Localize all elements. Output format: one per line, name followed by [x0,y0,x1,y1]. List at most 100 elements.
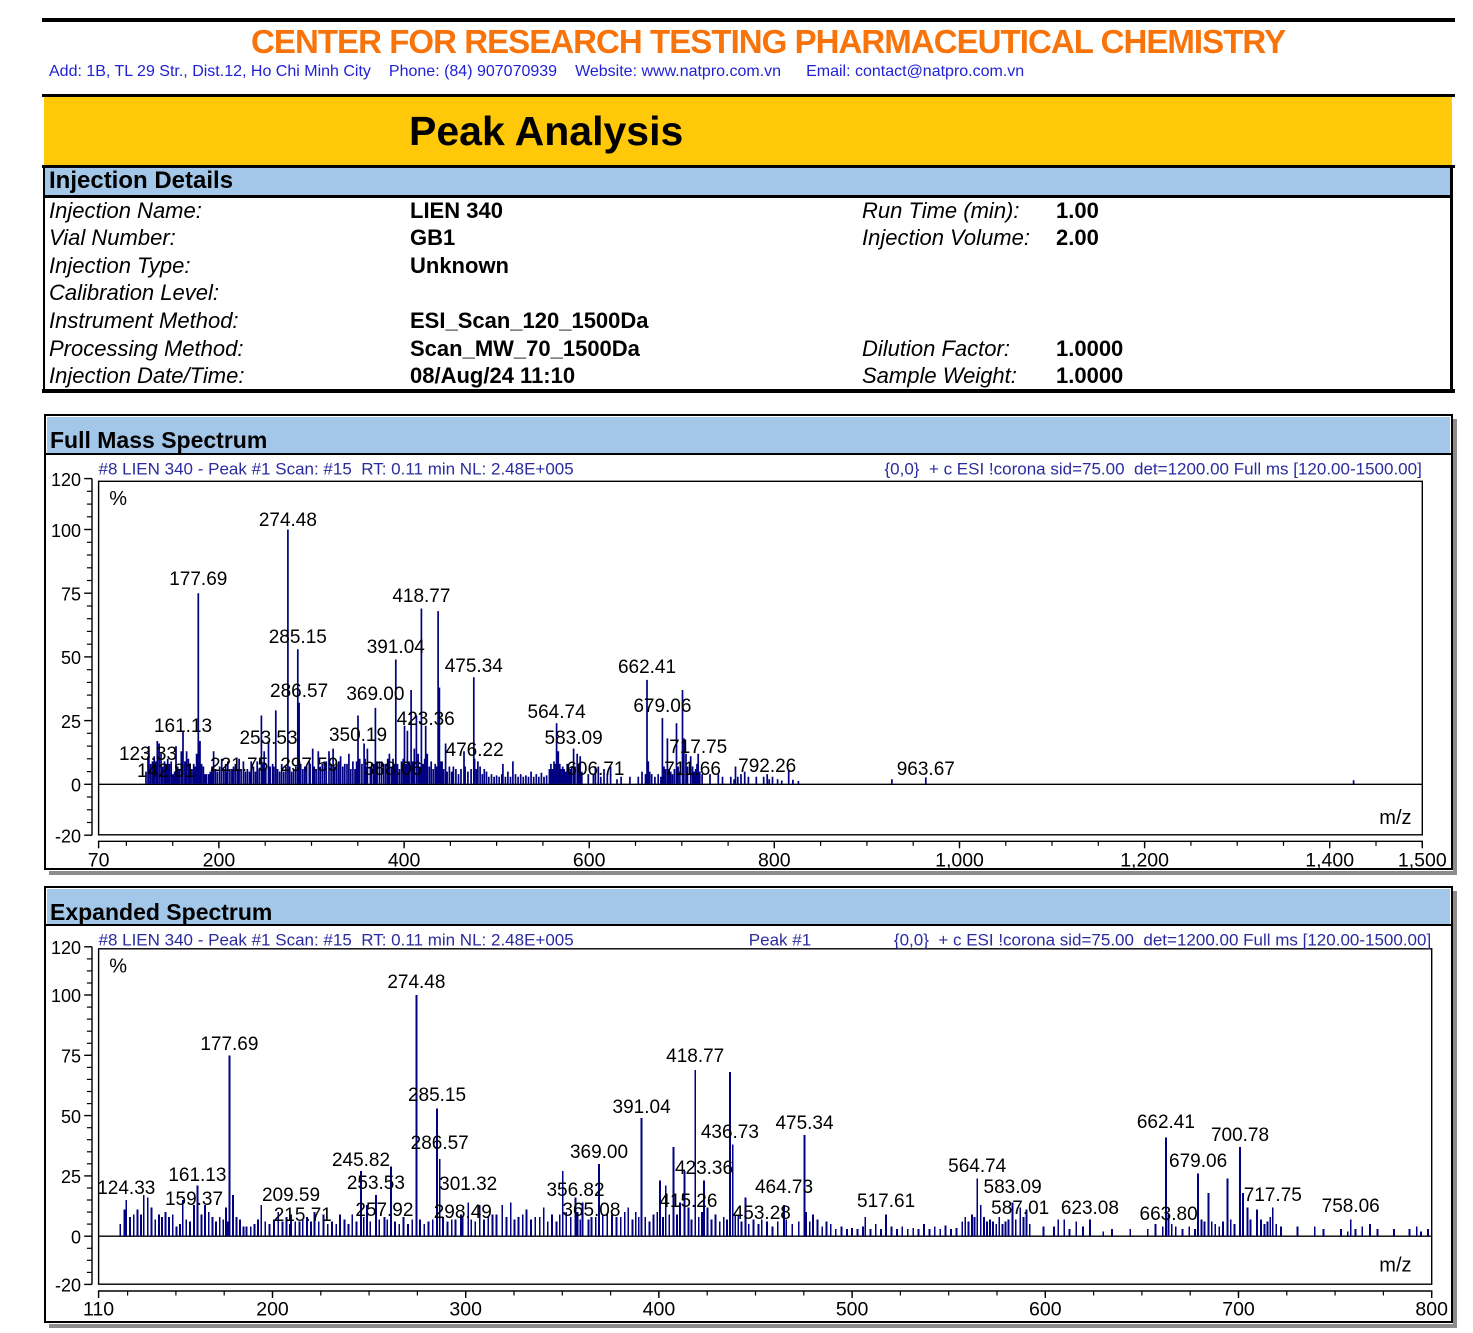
svg-text:221.75: 221.75 [210,755,268,776]
svg-text:253.53: 253.53 [347,1173,405,1194]
svg-text:298.49: 298.49 [434,1202,492,1223]
svg-text:436.73: 436.73 [701,1122,759,1143]
svg-text:583.09: 583.09 [545,728,603,749]
svg-text:274.48: 274.48 [387,972,445,993]
svg-text:75: 75 [61,584,81,604]
svg-text:215.71: 215.71 [274,1205,332,1226]
svg-text:679.06: 679.06 [1169,1151,1227,1172]
svg-text:388.06: 388.06 [364,759,422,780]
svg-text:{0,0} + c ESI !corona sid=75.: {0,0} + c ESI !corona sid=75.00 det=1200… [894,930,1431,949]
svg-text:476.22: 476.22 [446,740,504,761]
svg-text:100: 100 [51,521,81,541]
svg-text:75: 75 [61,1047,81,1067]
svg-text:792.26: 792.26 [738,756,796,777]
svg-text:200: 200 [256,1299,289,1321]
svg-text:663.80: 663.80 [1140,1204,1198,1225]
svg-text:25: 25 [61,1167,81,1187]
svg-text:159.37: 159.37 [165,1189,223,1210]
svg-text:356.82: 356.82 [546,1180,604,1201]
svg-text:623.08: 623.08 [1061,1198,1119,1219]
svg-text:700: 700 [1222,1299,1255,1321]
svg-text:711.66: 711.66 [664,759,721,780]
svg-text:800: 800 [758,850,791,872]
svg-text:583.09: 583.09 [984,1177,1042,1198]
svg-text:123.33: 123.33 [119,744,177,765]
svg-text:0: 0 [71,776,81,796]
svg-text:209.59: 209.59 [262,1185,320,1206]
svg-text:200: 200 [203,850,236,872]
svg-text:758.06: 758.06 [1322,1196,1380,1217]
svg-text:475.34: 475.34 [445,656,504,677]
svg-text:400: 400 [388,850,421,872]
svg-text:285.15: 285.15 [269,627,327,648]
svg-text:800: 800 [1415,1299,1448,1321]
svg-text:161.13: 161.13 [154,716,212,737]
svg-text:600: 600 [573,850,606,872]
svg-text:100: 100 [51,986,81,1006]
svg-text:177.69: 177.69 [200,1034,258,1055]
svg-text:300: 300 [449,1299,482,1321]
svg-text:m/z: m/z [1379,1255,1411,1277]
svg-text:453.28: 453.28 [733,1203,791,1224]
svg-text:1,000: 1,000 [935,850,984,872]
svg-text:717.75: 717.75 [669,737,727,758]
svg-text:423.36: 423.36 [397,709,455,730]
svg-text:286.57: 286.57 [270,681,328,702]
svg-text:120: 120 [51,470,81,490]
svg-text:391.04: 391.04 [367,637,426,658]
svg-text:257.92: 257.92 [355,1200,413,1221]
svg-text:606.71: 606.71 [566,759,624,780]
svg-text:1,500: 1,500 [1398,850,1447,872]
svg-text:369.00: 369.00 [346,684,404,705]
svg-text:418.77: 418.77 [392,586,450,607]
svg-text:#8 LIEN 340 - Peak #1 Scan: #1: #8 LIEN 340 - Peak #1 Scan: #15 RT: 0.11… [99,459,574,478]
svg-text:110: 110 [83,1299,114,1321]
svg-text:1,400: 1,400 [1305,850,1354,872]
svg-text:1,200: 1,200 [1120,850,1169,872]
svg-text:#8 LIEN 340 - Peak #1 Scan: #1: #8 LIEN 340 - Peak #1 Scan: #15 RT: 0.11… [99,930,574,949]
svg-text:587.01: 587.01 [991,1198,1049,1219]
svg-text:124.33: 124.33 [97,1178,155,1199]
svg-text:365.08: 365.08 [562,1200,620,1221]
svg-text:400: 400 [643,1299,676,1321]
svg-text:286.57: 286.57 [411,1133,469,1154]
svg-text:662.41: 662.41 [1137,1112,1195,1133]
svg-text:297.59: 297.59 [280,755,338,776]
svg-text:679.06: 679.06 [633,696,691,717]
svg-text:564.74: 564.74 [528,702,587,723]
svg-text:177.69: 177.69 [169,569,227,590]
svg-text:142.81: 142.81 [137,761,195,782]
svg-text:%: % [109,488,127,510]
svg-text:464.73: 464.73 [755,1177,813,1198]
svg-text:517.61: 517.61 [857,1191,915,1212]
svg-text:350.19: 350.19 [329,725,387,746]
svg-text:285.15: 285.15 [408,1085,466,1106]
svg-text:369.00: 369.00 [570,1142,628,1163]
svg-text:245.82: 245.82 [332,1150,390,1171]
svg-text:415.26: 415.26 [659,1191,717,1212]
svg-text:475.34: 475.34 [775,1113,834,1134]
svg-text:418.77: 418.77 [666,1046,724,1067]
svg-text:25: 25 [61,712,81,732]
svg-text:-20: -20 [55,1276,81,1296]
svg-text:Peak #1: Peak #1 [749,930,811,949]
svg-text:500: 500 [836,1299,869,1321]
svg-text:120: 120 [51,938,81,958]
svg-text:700.78: 700.78 [1211,1125,1269,1146]
svg-text:70: 70 [88,850,110,872]
svg-text:{0,0} + c ESI !corona sid=75.: {0,0} + c ESI !corona sid=75.00 det=1200… [885,459,1422,478]
svg-text:963.67: 963.67 [897,759,955,780]
svg-text:50: 50 [61,1107,81,1127]
svg-text:50: 50 [61,648,81,668]
svg-text:662.41: 662.41 [618,657,676,678]
svg-text:564.74: 564.74 [948,1156,1007,1177]
svg-text:717.75: 717.75 [1244,1185,1302,1206]
svg-text:391.04: 391.04 [613,1097,672,1118]
svg-text:253.53: 253.53 [239,728,297,749]
svg-text:274.48: 274.48 [259,510,317,531]
svg-text:0: 0 [71,1227,81,1247]
svg-text:m/z: m/z [1379,807,1411,829]
svg-text:600: 600 [1029,1299,1062,1321]
svg-text:423.36: 423.36 [675,1158,733,1179]
svg-text:-20: -20 [55,827,81,847]
